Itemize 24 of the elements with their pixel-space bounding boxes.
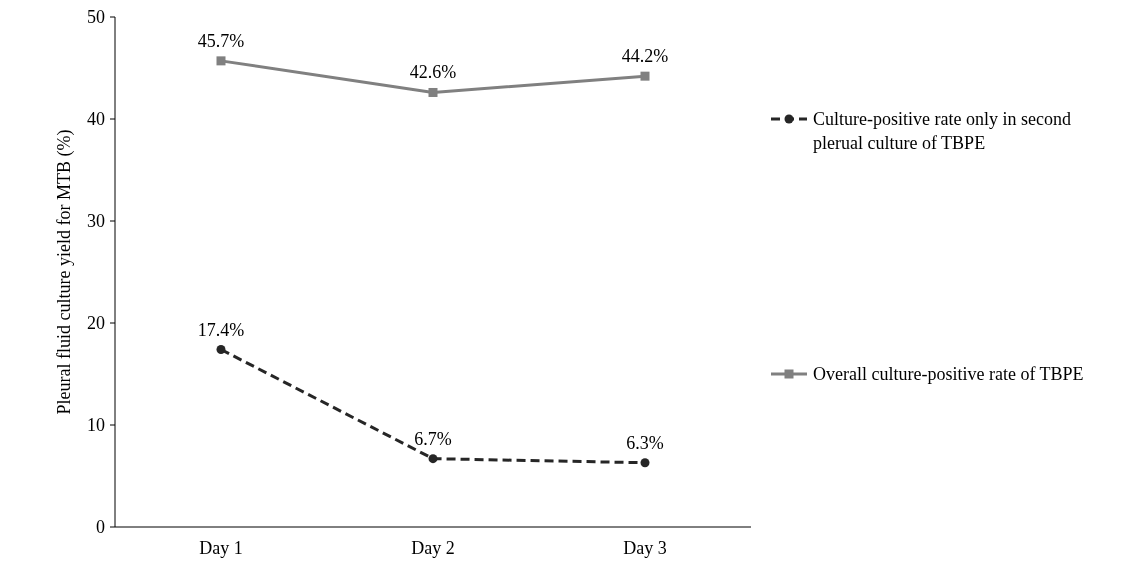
y-tick-label: 30	[87, 211, 105, 232]
x-tick-label: Day 3	[623, 538, 667, 558]
point	[640, 71, 650, 81]
point	[428, 87, 438, 97]
data-label: 44.2%	[621, 46, 669, 67]
point	[216, 345, 226, 355]
y-tick-label: 0	[96, 517, 105, 538]
data-label: 42.6%	[409, 62, 457, 83]
x-tick-label: Day 1	[199, 538, 243, 558]
y-axis-title: Pleural fluid culture yield for MTB (%)	[54, 129, 75, 415]
x-tick-label: Day 2	[411, 538, 455, 558]
y-tick-label: 10	[87, 415, 105, 436]
data-label: 45.7%	[197, 30, 245, 51]
data-label: 6.3%	[626, 432, 664, 453]
data-label: 6.7%	[414, 428, 452, 449]
y-tick-label: 40	[87, 109, 105, 130]
legend-label: Culture-positive rate only in second plerual culture of TBPE	[813, 109, 1071, 153]
point	[640, 458, 650, 468]
y-tick-label: 20	[87, 313, 105, 334]
point	[428, 454, 438, 464]
y-tick-label: 50	[87, 7, 105, 28]
data-label: 17.4%	[197, 319, 245, 340]
legend-label: Overall culture-positive rate of TBPE	[813, 364, 1084, 385]
point	[216, 56, 226, 66]
